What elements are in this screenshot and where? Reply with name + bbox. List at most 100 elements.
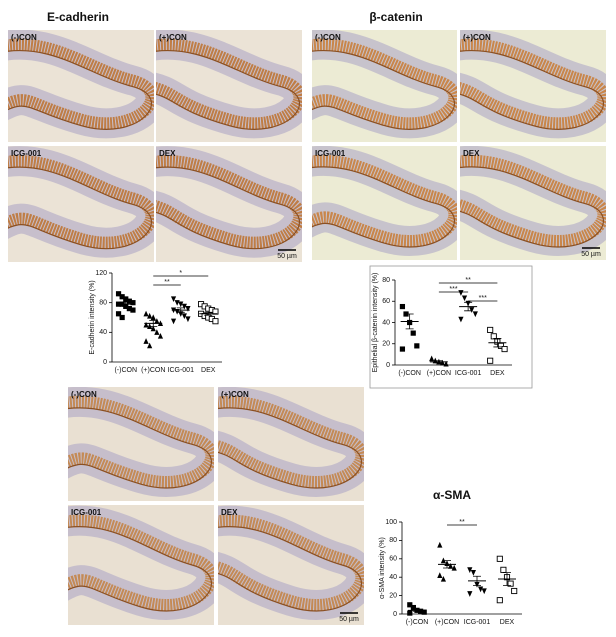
panel-label: (+)CON xyxy=(463,33,491,42)
point xyxy=(481,588,487,595)
error-bar xyxy=(413,609,421,612)
micrograph xyxy=(460,30,606,142)
epithelium-edge xyxy=(68,407,213,489)
panel-label: (-)CON xyxy=(11,33,37,42)
point xyxy=(421,609,427,615)
error-bar xyxy=(405,313,414,330)
point xyxy=(115,311,122,317)
y-axis-label: α-SMA intensity (%) xyxy=(379,537,386,599)
point xyxy=(458,290,464,296)
point xyxy=(478,586,484,593)
error-bar xyxy=(464,301,473,312)
significance-label: * xyxy=(179,270,182,277)
error-bar xyxy=(434,360,443,364)
point xyxy=(451,564,457,571)
epithelium-edge xyxy=(8,166,153,250)
x-tick-label: ICG-001 xyxy=(168,367,195,374)
y-tick-label: 80 xyxy=(389,537,397,544)
point xyxy=(448,563,454,569)
epithelium-edge xyxy=(460,49,605,130)
y-tick-label: 0 xyxy=(386,362,390,369)
scale-label: 50 µm xyxy=(581,251,601,258)
point xyxy=(150,325,156,332)
point xyxy=(467,591,473,597)
point xyxy=(143,310,149,317)
panel-label: DEX xyxy=(463,149,480,158)
point xyxy=(407,602,413,608)
point xyxy=(143,338,149,344)
epithelium-edge xyxy=(312,166,456,248)
epithelium xyxy=(460,38,606,130)
error-bar xyxy=(204,311,213,316)
scale-label: 50 µm xyxy=(277,253,297,260)
point xyxy=(461,295,468,302)
point xyxy=(487,326,494,333)
point xyxy=(407,610,413,616)
panel-label: ICG-001 xyxy=(315,149,346,158)
epithelium xyxy=(218,514,364,611)
point xyxy=(497,342,505,349)
epithelium xyxy=(460,154,606,247)
point xyxy=(185,306,191,312)
y-tick-label: 40 xyxy=(389,574,397,581)
significance-label: ** xyxy=(465,277,471,284)
micrograph xyxy=(68,505,214,625)
point xyxy=(472,311,478,318)
point xyxy=(143,321,149,328)
x-tick-label: (+)CON xyxy=(435,619,459,626)
y-tick-label: 20 xyxy=(382,341,390,348)
error-bar xyxy=(176,307,185,313)
point xyxy=(469,307,475,313)
chart-title: α-SMA xyxy=(433,488,471,502)
epithelium-edge xyxy=(218,407,363,489)
point xyxy=(147,312,153,319)
point xyxy=(496,597,503,604)
point xyxy=(500,566,507,573)
panel-label: (-)CON xyxy=(71,390,97,399)
point xyxy=(126,306,132,312)
panel-title: E-cadherin xyxy=(47,10,109,24)
significance-label: *** xyxy=(479,295,487,302)
point xyxy=(437,541,443,548)
y-tick-label: 80 xyxy=(99,300,107,307)
point xyxy=(178,301,184,308)
point xyxy=(154,329,160,335)
point xyxy=(150,314,156,321)
error-bar xyxy=(493,338,502,348)
point xyxy=(174,300,180,306)
point xyxy=(458,316,464,323)
significance-label: ** xyxy=(164,279,170,286)
point xyxy=(154,318,160,324)
point xyxy=(414,343,420,349)
epithelium xyxy=(8,38,154,130)
point xyxy=(126,298,132,304)
x-tick-label: DEX xyxy=(500,619,515,626)
panel-label: (+)CON xyxy=(221,390,249,399)
significance-label: *** xyxy=(449,286,457,293)
epithelium xyxy=(68,514,214,611)
x-tick-label: (-)CON xyxy=(398,370,421,377)
significance-label: ** xyxy=(459,519,465,526)
micrograph xyxy=(8,146,154,262)
micrograph xyxy=(156,146,302,262)
x-tick-label: (-)CON xyxy=(114,367,137,374)
x-tick-label: (+)CON xyxy=(141,367,165,374)
x-tick-label: DEX xyxy=(490,370,505,377)
epithelium-edge xyxy=(8,49,153,130)
y-tick-label: 40 xyxy=(382,319,390,326)
point xyxy=(399,303,406,310)
point xyxy=(130,300,136,306)
panel-label: DEX xyxy=(159,149,176,158)
y-tick-label: 120 xyxy=(95,270,107,277)
epithelium xyxy=(156,155,302,249)
epithelium xyxy=(312,38,457,130)
point xyxy=(467,567,473,573)
point xyxy=(181,303,187,310)
y-axis-label: Epithelial β-catenin intensity (%) xyxy=(372,273,379,373)
micrograph xyxy=(312,146,457,260)
point xyxy=(185,316,191,323)
error-bar xyxy=(121,301,130,307)
point xyxy=(437,572,443,578)
epithelium-edge xyxy=(460,166,605,248)
